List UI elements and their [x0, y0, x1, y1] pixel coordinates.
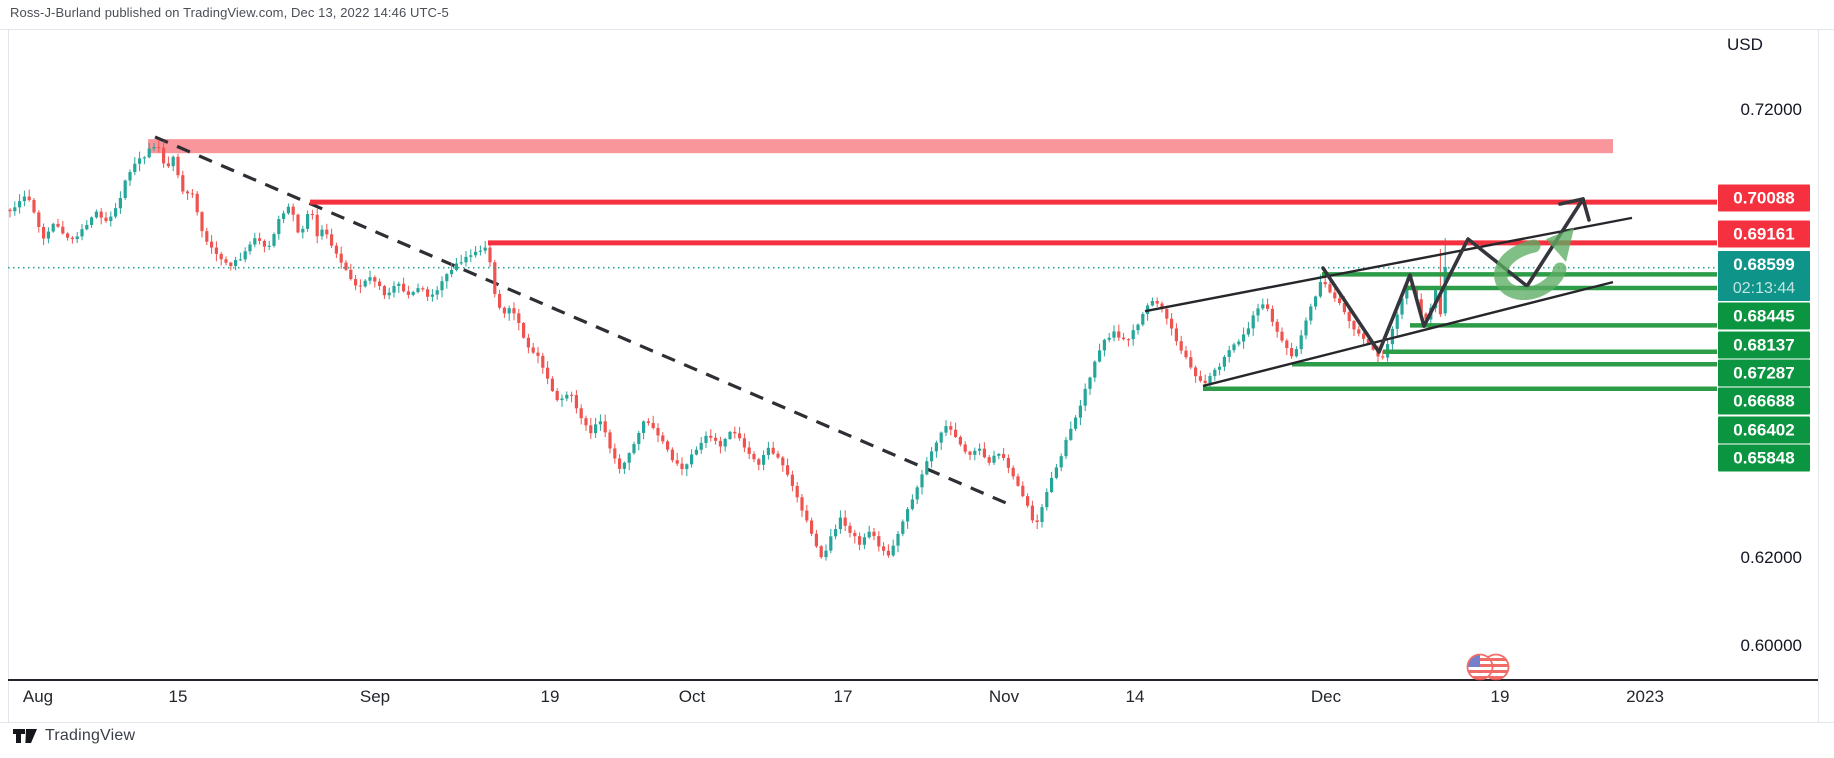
time-axis-tick: Aug: [22, 687, 54, 706]
time-axis-tick: 19: [540, 687, 560, 706]
time-axis-tick: Nov: [988, 687, 1020, 706]
time-axis-tick: Sep: [359, 687, 391, 706]
attribution-text: Ross-J-Burland published on TradingView.…: [10, 5, 449, 20]
tradingview-logo-text: TradingView: [45, 727, 136, 744]
header-separator: [0, 29, 1834, 30]
time-axis-tick: 14: [1125, 687, 1145, 706]
dashed-trendline: [154, 135, 1007, 505]
time-axis-tick: 19: [1490, 687, 1510, 706]
candles-layer: [8, 139, 1447, 561]
projection-swoosh-arrow: [1494, 228, 1574, 300]
chart-left-border: [8, 29, 9, 722]
zigzag-projection: [1321, 197, 1591, 354]
time-axis-tick: 17: [833, 687, 853, 706]
time-axis[interactable]: Aug 15 Sep 19 Oct 17 Nov 14 Dec 19 2023: [0, 684, 1818, 712]
red-resistance-lines: [310, 199, 1717, 246]
resistance-zone-band: [148, 139, 1613, 154]
tradingview-logo-icon: [13, 729, 37, 743]
time-axis-tick: 2023: [1626, 687, 1664, 706]
tradingview-logo[interactable]: TradingView: [12, 727, 135, 745]
green-support-lines: [1203, 272, 1717, 391]
us-flag-pair-icon: [1466, 653, 1510, 681]
time-axis-line: [8, 679, 1818, 681]
chart-right-border: [1818, 29, 1819, 722]
time-axis-tick: Dec: [1310, 687, 1342, 706]
chart-bottom-border: [0, 722, 1834, 723]
time-axis-tick: Oct: [678, 687, 706, 706]
time-axis-tick: 15: [168, 687, 188, 706]
rising-channel: [1144, 216, 1633, 388]
